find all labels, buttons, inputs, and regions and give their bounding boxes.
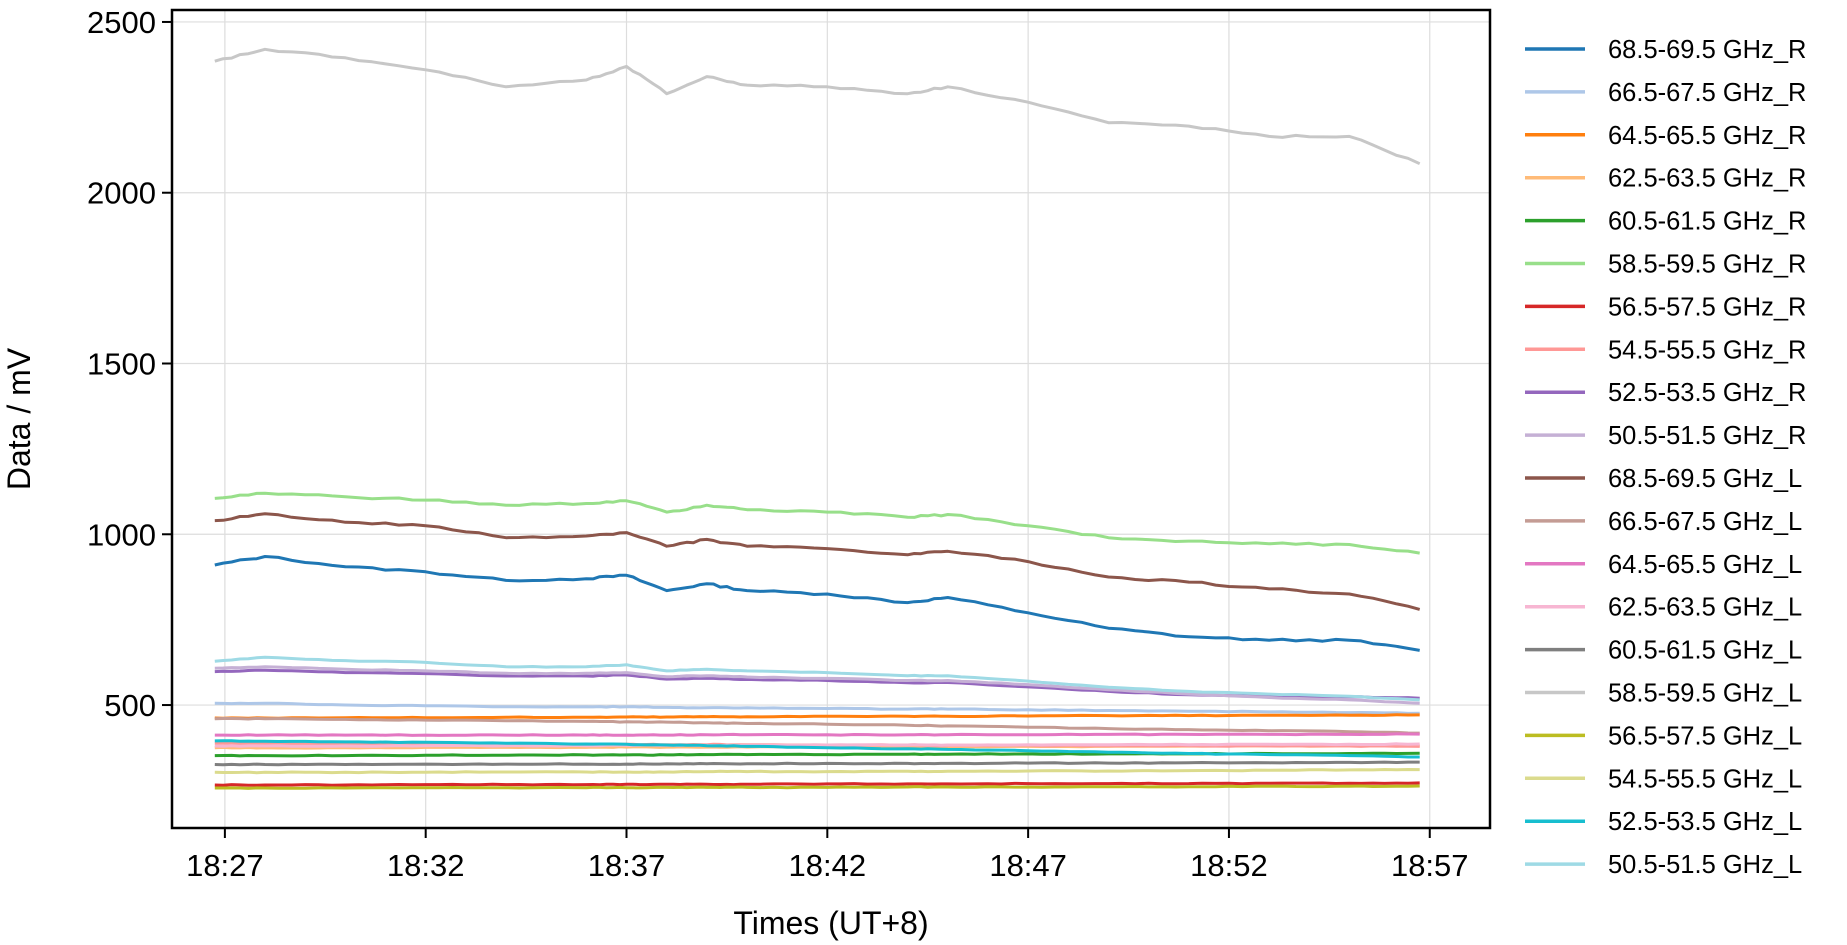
legend-label: 60.5-61.5 GHz_R — [1608, 208, 1806, 236]
series-line — [214, 713, 1420, 720]
legend-label: 64.5-65.5 GHz_R — [1608, 122, 1806, 150]
series-line — [214, 512, 1421, 611]
x-tick-label: 18:52 — [1190, 848, 1268, 883]
series-lines — [214, 47, 1421, 790]
y-tick-label: 1500 — [87, 346, 156, 381]
x-tick-label: 18:47 — [989, 848, 1067, 883]
legend-label: 62.5-63.5 GHz_L — [1608, 594, 1802, 622]
x-tick-label: 18:42 — [789, 848, 867, 883]
series-line — [214, 47, 1421, 166]
legend-label: 50.5-51.5 GHz_R — [1608, 422, 1806, 450]
legend-label: 66.5-67.5 GHz_R — [1608, 79, 1806, 107]
y-tick-label: 2500 — [87, 5, 156, 40]
legend-label: 56.5-57.5 GHz_L — [1608, 722, 1802, 750]
series-line — [214, 760, 1420, 767]
series-line — [214, 555, 1420, 652]
legend-label: 54.5-55.5 GHz_L — [1608, 765, 1802, 793]
series-line — [214, 781, 1420, 787]
series-line — [214, 716, 1420, 735]
series-line — [214, 655, 1420, 702]
legend-label: 62.5-63.5 GHz_R — [1608, 165, 1806, 193]
legend-label: 52.5-53.5 GHz_R — [1608, 379, 1806, 407]
series-line — [214, 665, 1420, 705]
y-tick-label: 1000 — [87, 517, 156, 552]
legend-label: 58.5-59.5 GHz_R — [1608, 251, 1806, 279]
y-tick-label: 500 — [104, 688, 156, 723]
series-line — [214, 739, 1420, 759]
legend: 68.5-69.5 GHz_R 66.5-67.5 GHz_R 64.5-65.5 … — [1525, 36, 1806, 879]
x-tick-label: 18:32 — [387, 848, 465, 883]
x-axis: 18:27 18:32 18:37 18:42 18:47 18:52 18:57 — [186, 828, 1469, 883]
legend-label: 54.5-55.5 GHz_R — [1608, 336, 1806, 364]
legend-label: 52.5-53.5 GHz_L — [1608, 808, 1802, 836]
x-tick-label: 18:27 — [186, 848, 264, 883]
legend-label: 68.5-69.5 GHz_L — [1608, 465, 1802, 493]
legend-label: 58.5-59.5 GHz_L — [1608, 680, 1802, 708]
x-tick-label: 18:37 — [588, 848, 666, 883]
series-line — [214, 732, 1420, 737]
series-line — [214, 768, 1420, 775]
y-axis-title: Data / mV — [1, 347, 37, 490]
x-tick-label: 18:57 — [1391, 848, 1469, 883]
legend-label: 66.5-67.5 GHz_L — [1608, 508, 1802, 536]
series-line — [214, 701, 1420, 715]
plot-frame — [170, 8, 1492, 830]
legend-label: 68.5-69.5 GHz_R — [1608, 36, 1806, 64]
legend-label: 64.5-65.5 GHz_L — [1608, 551, 1802, 579]
legend-label: 60.5-61.5 GHz_L — [1608, 637, 1802, 665]
series-line — [214, 491, 1420, 555]
x-axis-title: Times (UT+8) — [733, 905, 928, 941]
y-axis: 500 1000 1500 2000 2500 — [87, 5, 172, 723]
grid-lines — [172, 10, 1490, 828]
legend-label: 50.5-51.5 GHz_L — [1608, 851, 1802, 879]
y-tick-label: 2000 — [87, 176, 156, 211]
series-line — [214, 784, 1420, 790]
legend-label: 56.5-57.5 GHz_R — [1608, 293, 1806, 321]
